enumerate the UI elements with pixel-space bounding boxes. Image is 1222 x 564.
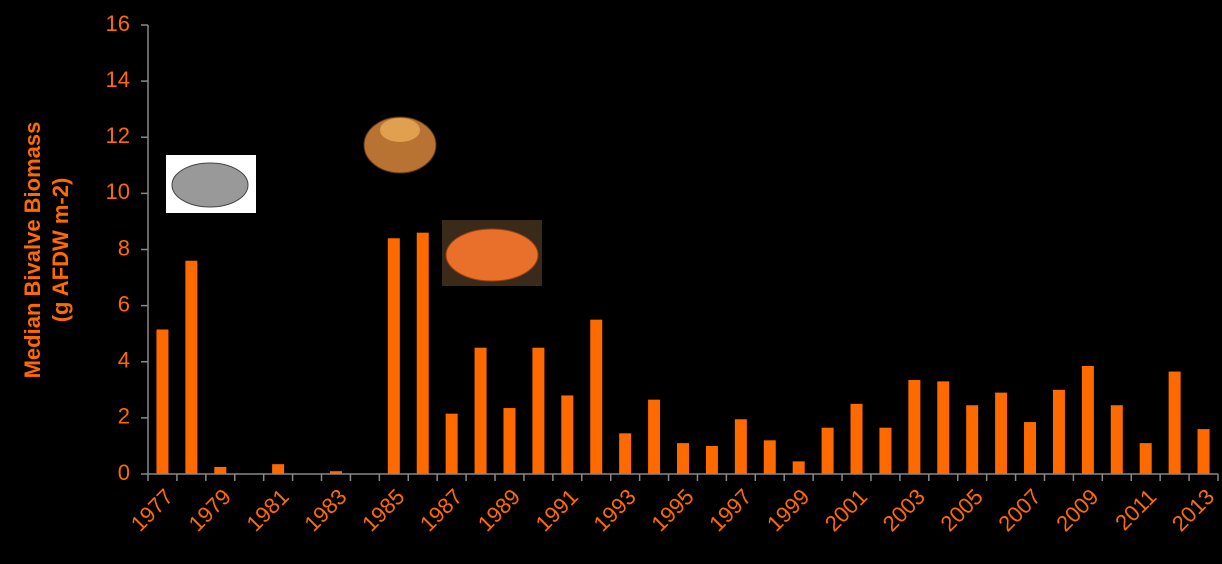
y-tick-label: 0 (118, 460, 130, 485)
bar (329, 471, 342, 474)
bar (879, 427, 892, 474)
bar (185, 260, 198, 474)
bar (1052, 389, 1065, 474)
bar (561, 395, 574, 474)
bar (792, 461, 805, 474)
y-tick-label: 14 (106, 67, 130, 92)
y-tick-label: 6 (118, 291, 130, 316)
bar (1168, 371, 1181, 474)
bar (677, 443, 689, 474)
bar (1197, 429, 1210, 474)
bar (908, 379, 921, 474)
bar (387, 238, 400, 474)
bar (156, 329, 169, 474)
bar (705, 445, 718, 474)
bar (850, 403, 863, 474)
y-tick-label: 2 (118, 404, 130, 429)
bar (1081, 365, 1094, 474)
shell-image (442, 220, 542, 286)
bar (272, 464, 285, 474)
y-axis-title: (g AFDW m-2) (48, 178, 73, 323)
bar (995, 392, 1008, 474)
bar (1110, 405, 1123, 474)
y-tick-label: 4 (118, 348, 130, 373)
bar (474, 347, 487, 474)
shell-image (363, 116, 437, 174)
bar (821, 427, 834, 474)
shell-image (166, 155, 256, 213)
bar (937, 381, 950, 474)
bar (445, 413, 458, 474)
bar (1139, 443, 1152, 474)
bar (1024, 422, 1037, 474)
bar (214, 466, 227, 474)
y-tick-label: 16 (106, 11, 130, 36)
bar (503, 408, 516, 474)
bar (619, 433, 632, 474)
y-tick-label: 10 (106, 179, 130, 204)
bar (648, 399, 661, 474)
y-tick-label: 12 (106, 123, 130, 148)
bar (734, 419, 747, 474)
bar (763, 440, 776, 474)
bar (532, 347, 545, 474)
bar (966, 405, 979, 474)
y-axis-title: Median Bivalve Biomass (20, 122, 45, 379)
bar (590, 319, 603, 474)
y-tick-label: 8 (118, 235, 130, 260)
bar (416, 232, 429, 474)
